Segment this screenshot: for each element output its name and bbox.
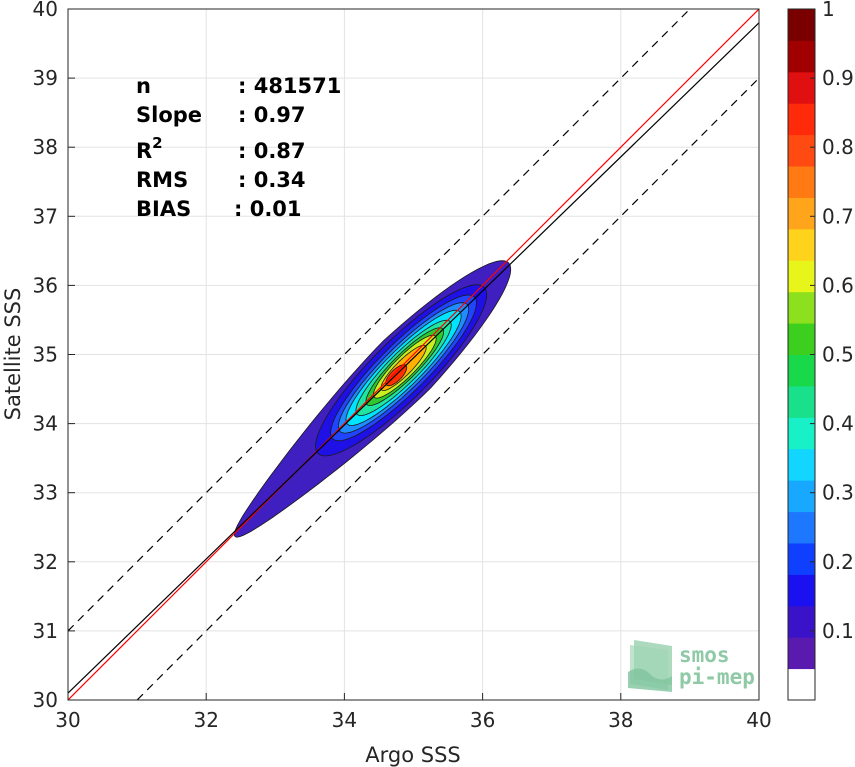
colorbar-tick-label: 0.7: [822, 204, 854, 228]
colorbar-band: [788, 417, 815, 450]
stat-rms-name: RMS: [136, 168, 188, 192]
colorbar-band: [788, 166, 815, 198]
colorbar-band: [788, 480, 815, 513]
y-tick-label: 35: [33, 343, 58, 367]
y-axis-label: Satellite SSS: [1, 288, 25, 421]
stat-n-name: n: [136, 74, 151, 98]
stat-slope-name: Slope: [136, 103, 202, 127]
colorbar-tick-labels: 0.1 0.2 0.3 0.4 0.5 0.6 0.7 0.8 0.9 1: [810, 0, 854, 643]
smos-pimep-logo: smos pi-mep: [628, 640, 755, 692]
regression-line: [68, 22, 759, 694]
logo-line1: smos: [679, 643, 730, 667]
x-tick-label: 36: [470, 708, 495, 732]
colorbar-tick-label: 1: [822, 0, 835, 21]
colorbar-band: [788, 103, 815, 136]
y-tick-label: 39: [33, 66, 58, 90]
colorbar-tick-label: 0.3: [822, 481, 854, 505]
x-tick-label: 30: [55, 708, 80, 732]
colorbar-band: [788, 605, 815, 638]
colorbar: [788, 9, 815, 701]
colorbar-band: [788, 574, 815, 607]
stat-rms-value: : 0.34: [238, 168, 306, 192]
upper-bound-line: [68, 9, 691, 632]
identity-line: [68, 9, 759, 700]
colorbar-tick-label: 0.5: [822, 343, 854, 367]
colorbar-band: [788, 637, 815, 670]
y-tick-label: 31: [33, 619, 58, 643]
stat-bias-value: : 0.01: [234, 197, 302, 221]
colorbar-band: [788, 542, 815, 575]
colorbar-tick-label: 0.4: [822, 412, 854, 436]
y-tick-labels: 30 31 32 33 34 35 36 37 38 39 40: [33, 0, 58, 712]
stat-n-value: : 481571: [238, 74, 341, 98]
colorbar-band: [788, 448, 815, 481]
colorbar-tick-label: 0.1: [822, 619, 854, 643]
x-tick-label: 34: [332, 708, 357, 732]
colorbar-tick-label: 0.2: [822, 550, 854, 574]
stat-slope-value: : 0.97: [238, 103, 306, 127]
stat-r2-sup: 2: [152, 134, 162, 152]
x-axis-label: Argo SSS: [365, 743, 460, 767]
y-tick-label: 34: [33, 412, 58, 436]
reference-lines: [68, 9, 759, 700]
logo-wave-icon: [628, 640, 672, 692]
y-tick-label: 32: [33, 550, 58, 574]
stat-r2-value: : 0.87: [238, 139, 306, 163]
y-tick-label: 37: [33, 204, 58, 228]
colorbar-band: [788, 511, 815, 544]
stat-bias-name: BIAS: [136, 197, 191, 221]
x-tick-labels: 30 32 34 36 38 40: [55, 708, 771, 732]
stat-r2-base: R: [136, 139, 152, 163]
colorbar-band: [788, 197, 815, 230]
stat-r2-name: R2: [136, 134, 163, 163]
y-tick-label: 38: [33, 135, 58, 159]
y-tick-label: 30: [33, 688, 58, 712]
colorbar-band: [788, 323, 815, 355]
y-tick-label: 33: [33, 481, 58, 505]
y-tick-label: 40: [33, 0, 58, 21]
colorbar-band: [788, 668, 815, 701]
x-tick-label: 40: [746, 708, 771, 732]
axes-box: [67, 8, 760, 701]
colorbar-band: [788, 40, 815, 73]
colorbar-tick-label: 0.9: [822, 66, 854, 90]
colorbar-band: [788, 134, 815, 167]
stats-block: n : 481571 Slope : 0.97 R2 : 0.87 RMS : …: [136, 74, 341, 221]
colorbar-band: [788, 354, 815, 387]
x-tick-label: 38: [608, 708, 633, 732]
x-tick-label: 32: [193, 708, 218, 732]
logo-line2: pi-mep: [679, 665, 755, 689]
y-tick-label: 36: [33, 273, 58, 297]
colorbar-band: [788, 71, 815, 104]
colorbar-band: [788, 9, 815, 41]
colorbar-band: [788, 291, 815, 324]
lower-bound-line: [136, 77, 759, 700]
colorbar-band: [788, 385, 815, 418]
colorbar-band: [788, 260, 815, 293]
colorbar-band: [788, 228, 815, 261]
colorbar-tick-label: 0.6: [822, 273, 854, 297]
colorbar-tick-label: 0.8: [822, 135, 854, 159]
